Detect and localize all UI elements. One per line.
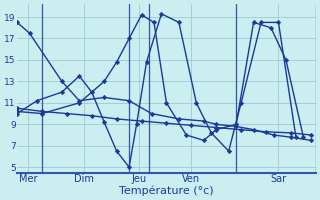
X-axis label: Température (°c): Température (°c) — [119, 185, 214, 196]
